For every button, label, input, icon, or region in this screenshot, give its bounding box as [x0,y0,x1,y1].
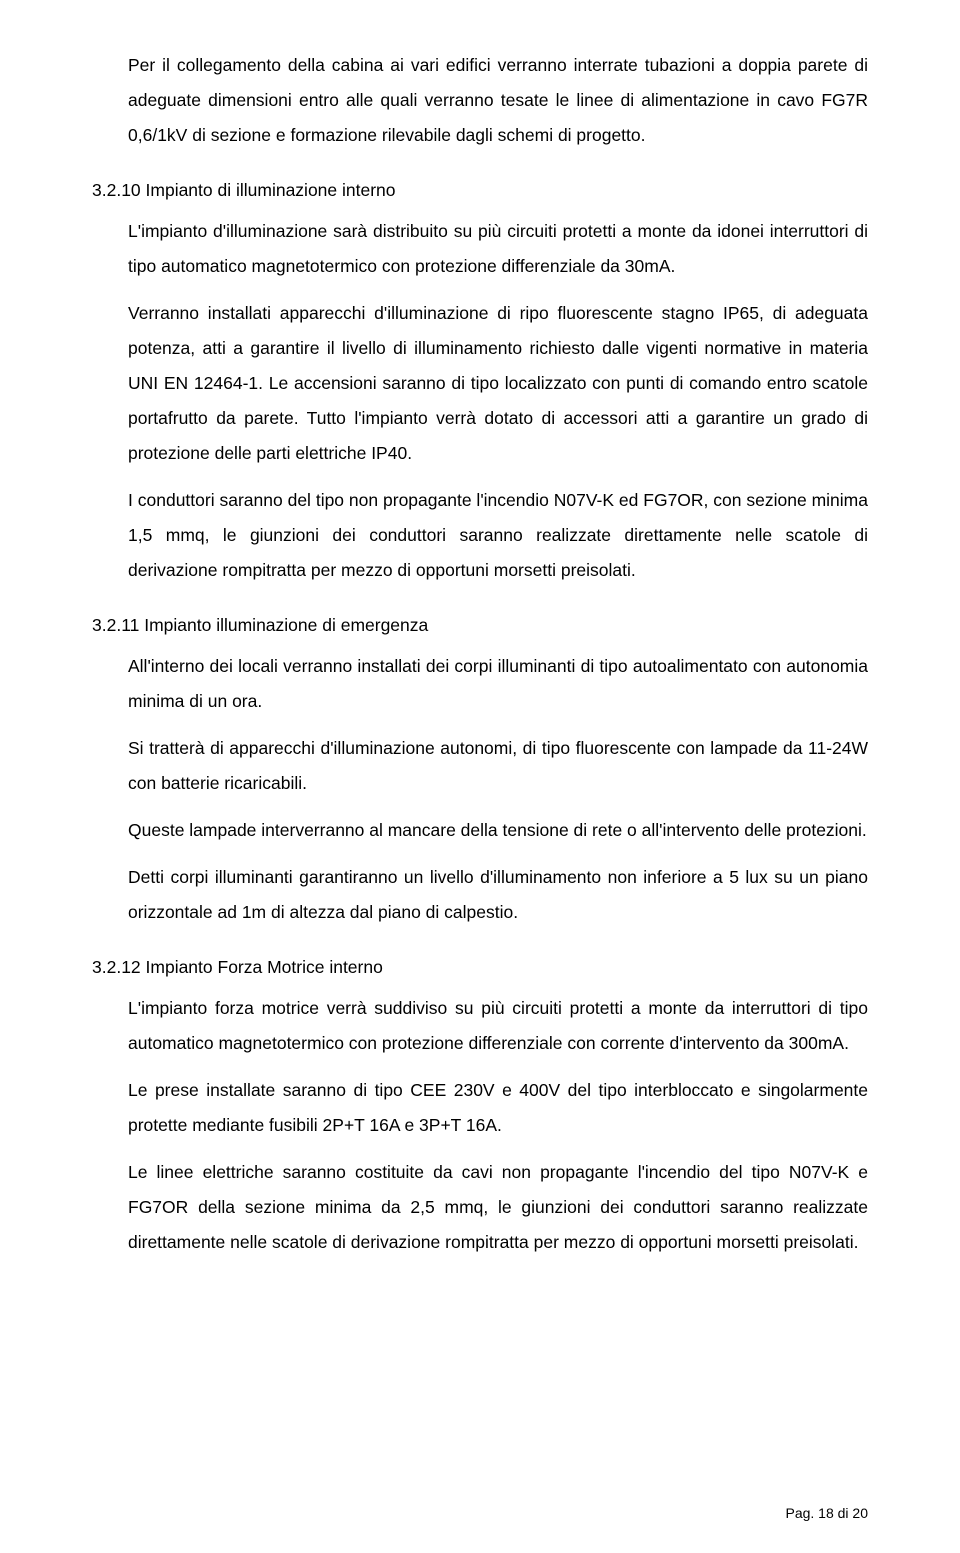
section-heading: 3.2.10 Impianto di illuminazione interno [92,173,868,208]
intro-block: Per il collegamento della cabina ai vari… [92,48,868,153]
section-paragraph: All'interno dei locali verranno installa… [128,649,868,719]
section-heading: 3.2.12 Impianto Forza Motrice interno [92,950,868,985]
section-3-2-12: 3.2.12 Impianto Forza Motrice interno L'… [92,950,868,1260]
section-paragraph: Le linee elettriche saranno costituite d… [128,1155,868,1260]
intro-paragraph: Per il collegamento della cabina ai vari… [128,48,868,153]
section-paragraph: L'impianto forza motrice verrà suddiviso… [128,991,868,1061]
section-paragraph: Si tratterà di apparecchi d'illuminazion… [128,731,868,801]
document-page: Per il collegamento della cabina ai vari… [0,0,960,1553]
section-paragraph: L'impianto d'illuminazione sarà distribu… [128,214,868,284]
section-3-2-11: 3.2.11 Impianto illuminazione di emergen… [92,608,868,930]
section-paragraph: Detti corpi illuminanti garantiranno un … [128,860,868,930]
section-paragraph: Verranno installati apparecchi d'illumin… [128,296,868,471]
section-paragraph: Queste lampade interverranno al mancare … [128,813,868,848]
section-paragraph: I conduttori saranno del tipo non propag… [128,483,868,588]
section-heading: 3.2.11 Impianto illuminazione di emergen… [92,608,868,643]
page-footer: Pag. 18 di 20 [785,1505,868,1521]
section-3-2-10: 3.2.10 Impianto di illuminazione interno… [92,173,868,588]
section-paragraph: Le prese installate saranno di tipo CEE … [128,1073,868,1143]
